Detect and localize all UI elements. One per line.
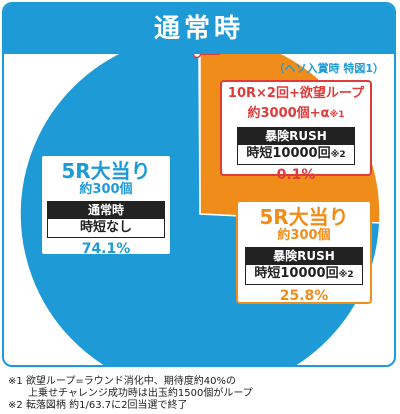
- small-tag-top: 暴険RUSH: [238, 128, 354, 145]
- small-tag-bottom: 時短10000回※2: [238, 145, 354, 164]
- footnote-2: ※2 転落図柄 約1/63.7に2回当選で終了: [8, 400, 188, 411]
- left-tag-top: 通常時: [48, 202, 164, 219]
- footnotes: ※1 欲望ループ=ラウンド消化中、期待度約40%の 上乗せチャレンジ成功時は出玉…: [8, 376, 396, 412]
- left-sub: 約300個: [79, 182, 133, 197]
- right-sub: 約300個: [277, 228, 331, 243]
- left-big: 5R大当り: [61, 159, 151, 183]
- subnote: （ヘソ入賞時 特図1）: [273, 62, 384, 75]
- left-tag: 通常時 時短なし: [47, 201, 165, 238]
- label-box-74-1pct: 5R大当り 約300個 通常時 時短なし 74.1%: [40, 154, 172, 257]
- small-line2: 約3000個+α※1: [247, 106, 345, 121]
- right-big: 5R大当り: [259, 205, 349, 229]
- right-tag-top: 暴険RUSH: [246, 248, 362, 265]
- footnote-1: ※1 欲望ループ=ラウンド消化中、期待度約40%の: [8, 376, 236, 387]
- chart-card: 通常時 （ヘソ入賞時 特図1） 10R×2回+欲望ループ 約3000個+α※1 …: [2, 2, 396, 367]
- right-tag-bottom: 時短10000回※2: [246, 265, 362, 284]
- label-box-25-8pct: 5R大当り 約300個 暴険RUSH 時短10000回※2 25.8%: [236, 200, 372, 304]
- right-tag: 暴険RUSH 時短10000回※2: [245, 247, 363, 285]
- left-tag-bottom: 時短なし: [48, 219, 164, 237]
- small-line1: 10R×2回+欲望ループ: [227, 86, 365, 101]
- left-percent: 74.1%: [81, 241, 131, 257]
- small-tag: 暴険RUSH 時短10000回※2: [237, 127, 355, 165]
- page-title: 通常時: [4, 4, 394, 54]
- label-box-0-1pct: 10R×2回+欲望ループ 約3000個+α※1 暴険RUSH 時短10000回※…: [220, 80, 372, 183]
- footnote-1-cont: 上乗せチャレンジ成功時は出玉約1500個がループ: [28, 388, 253, 399]
- right-percent: 25.8%: [279, 288, 329, 304]
- small-percent: 0.1%: [276, 167, 316, 183]
